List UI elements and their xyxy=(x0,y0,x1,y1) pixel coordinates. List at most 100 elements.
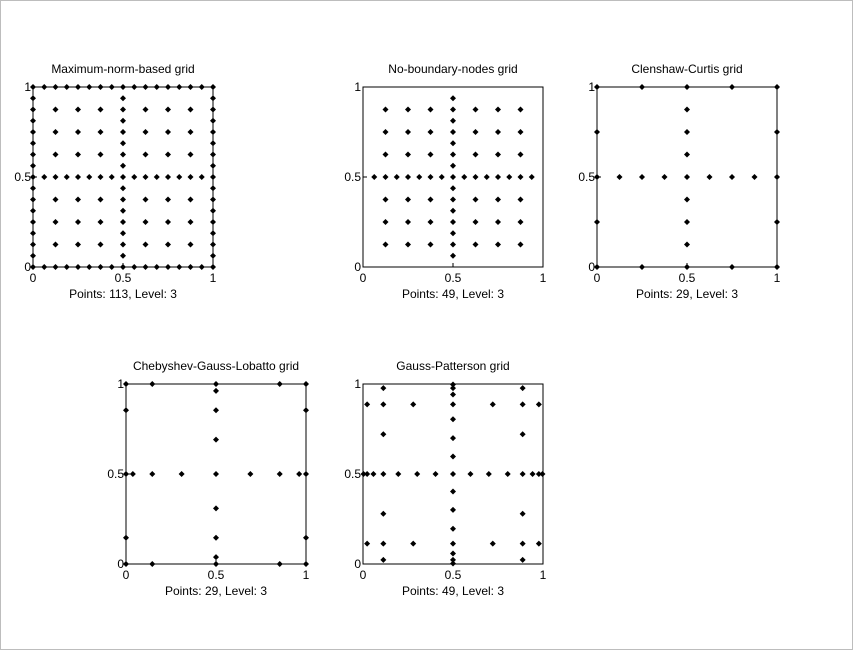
grid-point xyxy=(142,129,149,135)
grid-point xyxy=(187,219,194,225)
grid-point xyxy=(450,219,456,225)
grid-point xyxy=(450,556,456,563)
grid-point xyxy=(594,84,600,90)
grid-point xyxy=(165,264,171,270)
grid-point xyxy=(364,471,371,477)
grid-point xyxy=(210,117,216,124)
grid-point xyxy=(639,84,645,90)
grid-point xyxy=(142,196,149,203)
grid-point xyxy=(519,401,526,408)
grid-point xyxy=(153,84,160,90)
grid-point xyxy=(75,174,81,180)
grid-point xyxy=(472,241,479,248)
grid-point xyxy=(427,151,434,158)
grid-point xyxy=(120,219,126,225)
grid-point xyxy=(178,471,185,477)
grid-point xyxy=(405,174,411,180)
grid-point xyxy=(371,174,378,180)
plot-title: Maximum-norm-based grid xyxy=(51,62,194,76)
grid-point xyxy=(495,219,501,225)
grid-point xyxy=(380,510,387,517)
plot-caption: Points: 29, Level: 3 xyxy=(165,584,267,598)
x-tick-label: 0.5 xyxy=(115,271,132,285)
grid-point xyxy=(52,174,59,180)
grid-point xyxy=(120,264,126,270)
grid-point xyxy=(120,95,126,102)
grid-point xyxy=(450,401,456,408)
grid-point xyxy=(519,385,526,392)
grid-point xyxy=(506,174,513,180)
grid-point xyxy=(120,162,126,169)
grid-point xyxy=(30,162,36,169)
grid-point xyxy=(120,84,126,90)
grid-point xyxy=(684,106,690,113)
grid-point xyxy=(495,151,501,158)
grid-point xyxy=(52,84,59,90)
grid-point xyxy=(97,196,104,203)
grid-point xyxy=(41,264,48,270)
grid-point xyxy=(594,219,600,225)
grid-point xyxy=(450,117,456,124)
grid-point xyxy=(450,95,456,102)
grid-point xyxy=(86,264,93,270)
grid-point xyxy=(165,129,171,135)
grid-point xyxy=(450,488,456,495)
grid-point xyxy=(276,561,283,567)
grid-point xyxy=(594,174,600,180)
grid-point xyxy=(120,252,126,259)
x-tick-label: 1 xyxy=(210,271,217,285)
grid-point xyxy=(142,264,149,270)
y-tick-label: 0 xyxy=(588,260,595,274)
grid-point xyxy=(382,151,389,158)
y-tick-label: 0.5 xyxy=(344,467,361,481)
x-tick-label: 0.5 xyxy=(679,271,696,285)
grid-point xyxy=(210,252,216,259)
grid-point xyxy=(30,196,36,203)
grid-point xyxy=(495,106,501,113)
grid-point xyxy=(187,106,194,113)
grid-point xyxy=(639,174,645,180)
grid-point xyxy=(684,219,690,225)
grid-point xyxy=(639,264,645,270)
grid-point xyxy=(149,561,156,567)
grid-point xyxy=(187,264,194,270)
y-tick-label: 0 xyxy=(354,557,361,571)
grid-point xyxy=(517,196,524,203)
grid-point xyxy=(210,174,216,180)
y-tick-label: 1 xyxy=(24,80,31,94)
grid-point xyxy=(97,264,104,270)
grid-point xyxy=(450,560,456,567)
grid-point xyxy=(450,151,456,158)
grid-point xyxy=(427,219,434,225)
grid-point xyxy=(729,174,735,180)
grid-point xyxy=(30,84,36,90)
grid-point xyxy=(450,185,456,192)
grid-point xyxy=(187,241,194,248)
grid-point xyxy=(303,534,309,541)
grid-point xyxy=(483,174,490,180)
grid-point xyxy=(405,241,411,248)
grid-point xyxy=(495,174,501,180)
grid-point xyxy=(131,84,138,90)
grid-point xyxy=(30,219,36,225)
plot-caption: Points: 49, Level: 3 xyxy=(402,287,504,301)
grid-point xyxy=(165,106,171,113)
grid-point xyxy=(176,174,183,180)
grid-point xyxy=(684,264,690,270)
grid-point xyxy=(30,117,36,124)
grid-point xyxy=(30,252,36,259)
plot-title: Chebyshev-Gauss-Lobatto grid xyxy=(133,359,299,373)
plot-caption: Points: 29, Level: 3 xyxy=(636,287,738,301)
grid-point xyxy=(438,174,445,180)
plot-caption: Points: 113, Level: 3 xyxy=(69,287,177,301)
grid-point xyxy=(187,84,194,90)
grid-point xyxy=(142,219,149,225)
grid-point xyxy=(86,174,93,180)
grid-point xyxy=(751,174,758,180)
grid-point xyxy=(594,129,600,135)
grid-point xyxy=(364,540,371,547)
grid-point xyxy=(661,174,668,180)
grid-point xyxy=(142,84,149,90)
grid-point xyxy=(213,381,219,387)
grid-point xyxy=(142,241,149,248)
